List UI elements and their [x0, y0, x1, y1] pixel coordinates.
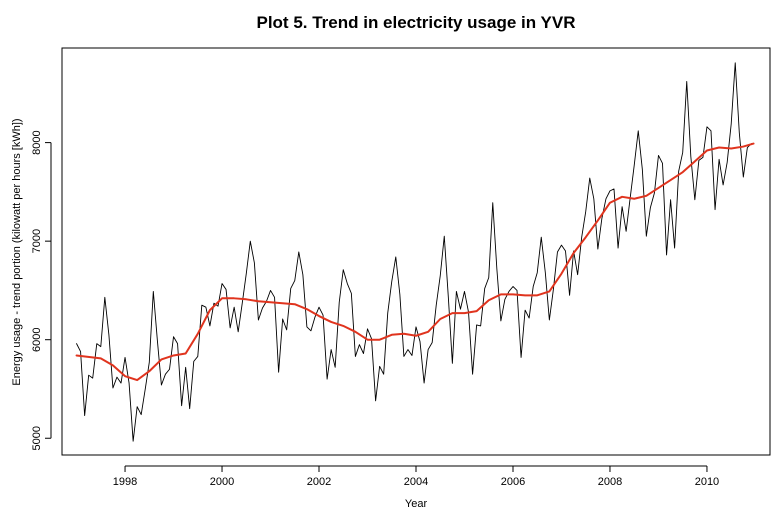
x-tick-label: 2008 — [598, 476, 622, 488]
x-tick-label: 2010 — [695, 476, 719, 488]
y-axis: 5000 6000 7000 8000 — [31, 130, 52, 450]
y-axis-label: Energy usage - trend portion (kilowatt p… — [11, 118, 23, 385]
trend-line — [75, 142, 755, 382]
x-tick-label: 1998 — [113, 476, 137, 488]
y-tick-label: 7000 — [31, 229, 43, 253]
raw-usage-line — [76, 62, 752, 442]
x-tick-label: 2004 — [404, 476, 428, 488]
x-axis-label: Year — [405, 498, 428, 510]
y-tick-label: 8000 — [31, 130, 43, 154]
x-tick-label: 2000 — [210, 476, 234, 488]
chart-title: Plot 5. Trend in electricity usage in YV… — [256, 13, 575, 32]
y-tick-label: 6000 — [31, 327, 43, 351]
plot-frame — [61, 47, 771, 456]
x-tick-label: 2002 — [307, 476, 331, 488]
x-axis: 1998 2000 2002 2004 2006 2008 2010 — [113, 465, 719, 488]
series-layer — [75, 62, 755, 442]
x-tick-label: 2006 — [501, 476, 525, 488]
y-tick-label: 5000 — [31, 426, 43, 450]
